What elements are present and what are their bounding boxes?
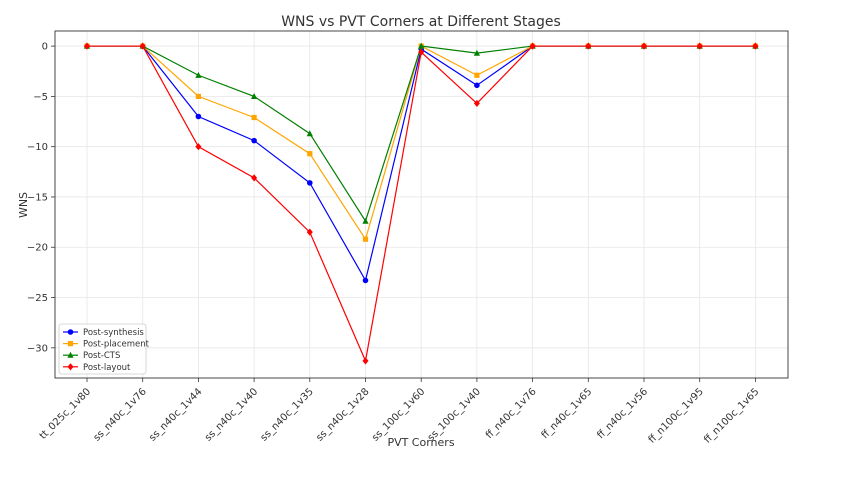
post-layout-point — [585, 42, 592, 50]
legend-label: Post-synthesis — [83, 328, 144, 338]
legend-swatch-marker — [67, 351, 74, 358]
post-cts-point — [473, 49, 480, 56]
post-cts-point — [195, 71, 202, 78]
x-tick-label: tt_025c_1v80 — [38, 386, 93, 441]
legend-swatch-marker — [67, 329, 74, 335]
x-tick-label: ss_n40c_1v35 — [259, 386, 316, 443]
y-tick-label: −30 — [27, 343, 48, 354]
y-tick-label: −20 — [27, 243, 48, 254]
post-cts-point — [362, 217, 369, 224]
x-tick-label: ff_n40c_1v56 — [595, 386, 650, 441]
x-tick-label: ff_n40c_1v76 — [484, 386, 539, 441]
post-layout-point — [696, 42, 703, 50]
x-tick-label: ss_n40c_1v28 — [314, 386, 371, 443]
post-layout-point — [752, 42, 759, 50]
post-layout-point — [362, 357, 369, 365]
legend-item-post-cts: Post-CTS — [63, 351, 120, 361]
y-tick-label: −15 — [27, 192, 48, 203]
post-placement-point — [362, 236, 369, 242]
legend-item-post-synthesis: Post-synthesis — [63, 328, 144, 338]
y-tick-label: −25 — [27, 293, 48, 304]
x-tick-label: ss_n40c_1v44 — [147, 386, 204, 443]
post-placement-point — [474, 72, 480, 78]
legend-label: Post-CTS — [83, 351, 120, 361]
post-cts-point — [251, 92, 258, 99]
post-layout-point — [418, 48, 425, 56]
y-tick-label: −10 — [27, 142, 48, 153]
x-axis-label: PVT Corners — [387, 436, 454, 449]
post-layout-point — [306, 228, 313, 236]
legend-item-post-layout: Post-layout — [63, 363, 131, 373]
plot-frame — [54, 30, 789, 379]
x-tick-label: ss_n40c_1v40 — [203, 386, 260, 443]
post-placement-point — [307, 151, 313, 157]
legend-swatch-marker — [67, 363, 74, 371]
post-synthesis-point — [362, 277, 369, 284]
post-placement-point — [195, 93, 201, 99]
x-tick-label: ff_n100c_1v65 — [702, 386, 761, 445]
post-layout-point — [529, 42, 536, 50]
legend-box — [58, 323, 147, 375]
y-tick-label: −5 — [33, 92, 48, 103]
post-layout-point — [251, 174, 258, 182]
legend-label: Post-placement — [83, 340, 150, 350]
post-placement-point — [251, 114, 257, 121]
series-post-layout — [84, 42, 759, 365]
x-tick-label: ff_n40c_1v65 — [540, 386, 595, 441]
post-cts-point — [418, 42, 425, 49]
post-layout-point — [195, 143, 202, 151]
grid — [55, 31, 788, 378]
legend-item-post-placement: Post-placement — [63, 340, 150, 350]
post-layout-point — [139, 42, 146, 50]
legend-swatch-marker — [67, 341, 74, 347]
post-synthesis-point — [307, 180, 313, 186]
chart-title: WNS vs PVT Corners at Different Stages — [281, 14, 561, 30]
post-synthesis-point — [195, 113, 202, 120]
post-layout-point — [84, 42, 90, 50]
series-layer — [83, 42, 759, 365]
post-cts-point — [306, 130, 313, 137]
x-tick-label: ss_n40c_1v76 — [92, 386, 149, 443]
y-tick-label: 0 — [42, 42, 48, 53]
post-synthesis-point — [251, 137, 257, 144]
y-axis-label: WNS — [17, 192, 30, 218]
x-tick-label: ff_n100c_1v95 — [647, 386, 706, 445]
legend-label: Post-layout — [83, 363, 131, 373]
post-layout-point — [641, 42, 647, 50]
post-synthesis-point — [474, 82, 480, 89]
post-layout-point — [473, 99, 480, 108]
